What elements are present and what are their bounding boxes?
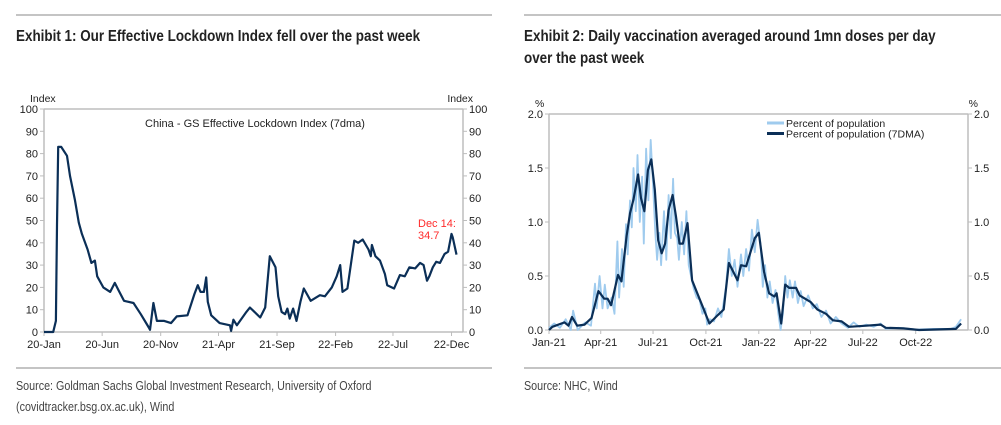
- y-tick-label-right: 1.5: [974, 163, 989, 175]
- y-tick-label-right: 60: [469, 193, 481, 205]
- legend-label-1: Percent of population: [786, 118, 885, 130]
- y-tick-label-right: 20: [469, 282, 481, 294]
- x-tick-label: 20-Nov: [143, 339, 179, 351]
- y-tick-label-right: 0.5: [974, 271, 989, 283]
- chart-vaccination: 0.0 0.0 0.5 0.5 1.0 1.0 1.5 1.5 2.0 2.0 Jan-21 Apr-…: [528, 98, 990, 349]
- x-tick-label: 22-Dec: [434, 339, 470, 351]
- bottom-rule-left: [16, 367, 492, 369]
- y-tick-label-right: 80: [469, 149, 481, 161]
- legend-label-2: Percent of population (7DMA): [786, 129, 924, 141]
- y-tick-label-left: 60: [26, 193, 38, 205]
- y-tick-label-left: 1.5: [528, 163, 543, 175]
- x-tick-label: Oct-21: [689, 337, 722, 349]
- y-tick-label-left: 50: [26, 216, 38, 228]
- y-tick-label-right: 10: [469, 305, 481, 317]
- series-line-1: [548, 139, 962, 331]
- y-tick-label-left: 0: [32, 327, 38, 339]
- x-tick-label: Oct-22: [899, 337, 932, 349]
- y-tick-label-right: 100: [469, 104, 487, 116]
- x-tick-label: Jul-21: [638, 337, 668, 349]
- top-rule-right: [524, 14, 1001, 16]
- x-tick-label: 21-Apr: [202, 339, 235, 351]
- y-tick-label-right: 2.0: [974, 109, 989, 121]
- exhibit1-source-line1: Source: Goldman Sachs Global Investment …: [16, 379, 372, 393]
- x-tick-label: Jul-22: [848, 337, 878, 349]
- series-line-1: [44, 145, 458, 334]
- y-tick-label-left: 80: [26, 149, 38, 161]
- y-tick-label-left: 30: [26, 260, 38, 272]
- y-axis-label-left: %: [535, 98, 544, 110]
- chart-lockdown-index: 0 0 10 10 20 20 30 30 40 40 50 50 60 60 70 70 80 80 90 90 10…: [20, 93, 488, 351]
- exhibit2-title-line1: Exhibit 2: Daily vaccination averaged ar…: [524, 28, 936, 45]
- y-tick-label-right: 70: [469, 171, 481, 183]
- y-axis-label-right: Index: [447, 93, 473, 105]
- exhibit2-title-line2: over the past week: [524, 50, 645, 67]
- x-tick-label: 21-Sep: [259, 339, 294, 351]
- y-tick-label-left: 0.0: [528, 325, 543, 337]
- chart-title: China - GS Effective Lockdown Index (7dm…: [145, 118, 365, 130]
- x-tick-label: Apr-21: [584, 337, 617, 349]
- y-tick-label-right: 90: [469, 126, 481, 138]
- top-rule-left: [16, 14, 492, 16]
- y-tick-label-left: 100: [20, 104, 38, 116]
- y-tick-label-left: 0.5: [528, 271, 543, 283]
- bottom-rule-right: [524, 367, 1001, 369]
- y-tick-label-right: 0.0: [974, 325, 989, 337]
- x-tick-label: 22-Feb: [318, 339, 353, 351]
- x-tick-label: Jan-21: [532, 337, 566, 349]
- x-tick-label: Jan-22: [742, 337, 776, 349]
- y-axis-label-right: %: [969, 98, 978, 110]
- exhibit1-source-line2: (covidtracker.bsg.ox.ac.uk), Wind: [16, 400, 175, 414]
- exhibit2-source: Source: NHC, Wind: [524, 379, 618, 393]
- y-tick-label-left: 1.0: [528, 217, 543, 229]
- y-tick-label-left: 90: [26, 126, 38, 138]
- y-tick-label-right: 0: [469, 327, 475, 339]
- y-tick-label-left: 2.0: [528, 109, 543, 121]
- x-tick-label: 22-Jul: [378, 339, 408, 351]
- x-tick-label: 20-Jan: [27, 339, 61, 351]
- y-tick-label-right: 50: [469, 216, 481, 228]
- series-line-2: [548, 158, 962, 332]
- annotation-line2: 34.7: [418, 230, 439, 242]
- y-tick-label-left: 10: [26, 305, 38, 317]
- y-axis-label-left: Index: [30, 93, 56, 105]
- y-tick-label-left: 20: [26, 282, 38, 294]
- x-tick-label: Apr-22: [794, 337, 827, 349]
- x-tick-label: 20-Jun: [85, 339, 119, 351]
- annotation-line1: Dec 14:: [418, 218, 456, 230]
- y-tick-label-right: 30: [469, 260, 481, 272]
- y-tick-label-right: 1.0: [974, 217, 989, 229]
- y-tick-label-left: 40: [26, 238, 38, 250]
- y-tick-label-right: 40: [469, 238, 481, 250]
- exhibit1-title: Exhibit 1: Our Effective Lockdown Index …: [16, 28, 421, 45]
- y-tick-label-left: 70: [26, 171, 38, 183]
